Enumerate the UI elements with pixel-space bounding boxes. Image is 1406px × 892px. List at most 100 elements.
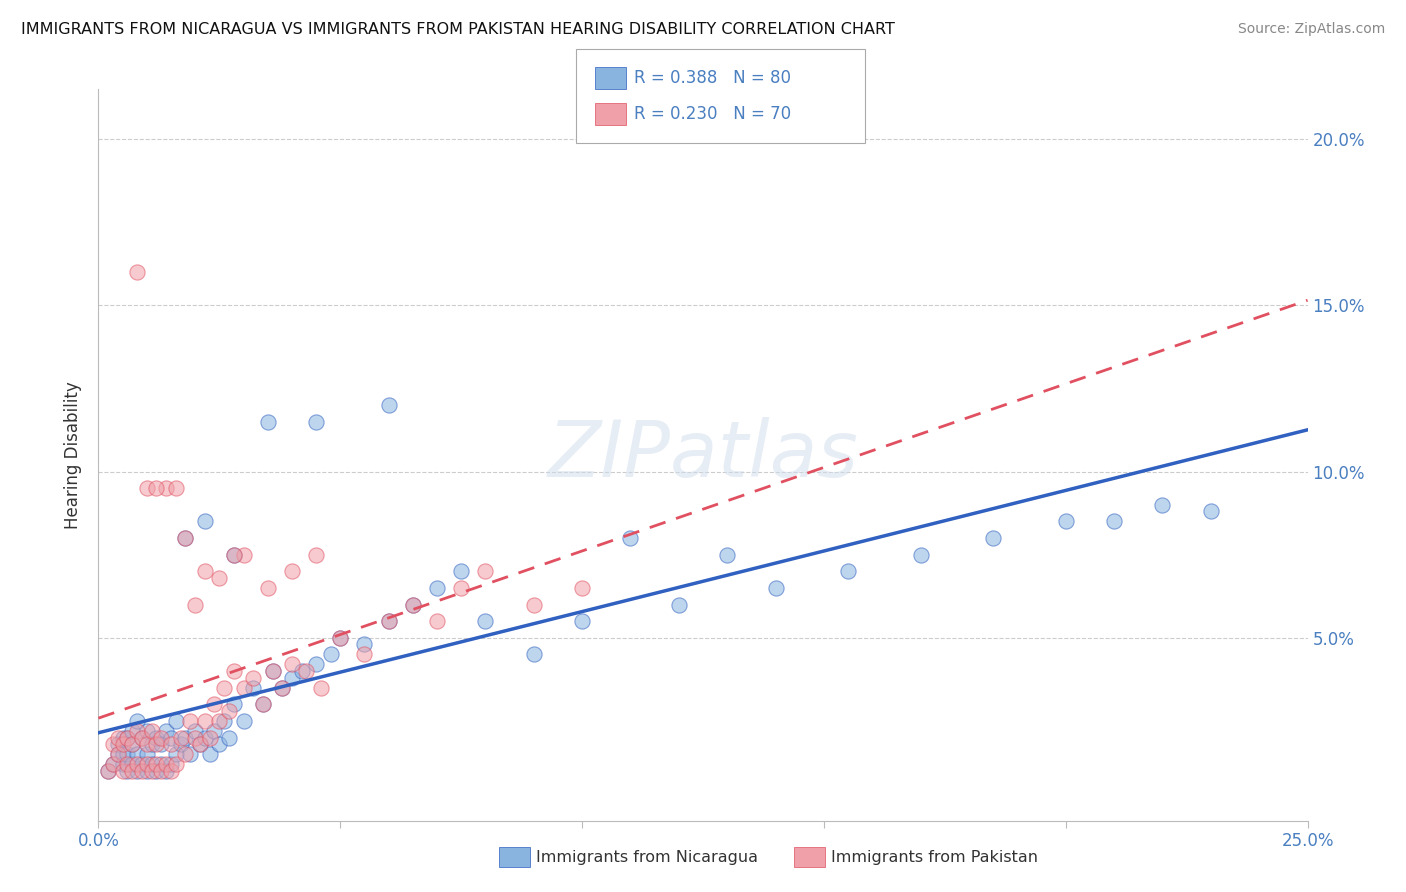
Point <box>204 723 226 738</box>
Point <box>765 581 787 595</box>
Point <box>212 681 235 695</box>
Point <box>165 714 187 728</box>
Point <box>232 548 254 562</box>
Point <box>117 757 139 772</box>
Point <box>222 548 245 562</box>
Point <box>111 737 134 751</box>
Point <box>208 737 231 751</box>
Point <box>232 681 254 695</box>
Point <box>121 737 143 751</box>
Point <box>194 564 217 578</box>
Point <box>305 415 328 429</box>
Point <box>377 398 399 412</box>
Point <box>111 731 134 745</box>
Point <box>305 548 328 562</box>
Point <box>155 723 177 738</box>
Text: R = 0.388   N = 80: R = 0.388 N = 80 <box>634 69 792 87</box>
Point <box>262 664 284 678</box>
Point <box>474 614 496 628</box>
Point <box>242 681 264 695</box>
Point <box>319 648 342 662</box>
Point <box>523 648 546 662</box>
Point <box>111 747 134 761</box>
Point <box>377 614 399 628</box>
Point <box>474 564 496 578</box>
Point <box>135 757 157 772</box>
Point <box>184 731 207 745</box>
Point <box>1054 515 1077 529</box>
Point <box>107 731 129 745</box>
Point <box>160 757 183 772</box>
Point <box>222 698 245 712</box>
Point <box>295 664 318 678</box>
Point <box>262 664 284 678</box>
Point <box>281 657 304 672</box>
Point <box>571 614 593 628</box>
Point <box>160 737 183 751</box>
Text: Source: ZipAtlas.com: Source: ZipAtlas.com <box>1237 22 1385 37</box>
Point <box>194 731 217 745</box>
Point <box>212 714 235 728</box>
Point <box>194 515 217 529</box>
Point <box>174 531 197 545</box>
Text: ZIPatlas: ZIPatlas <box>547 417 859 493</box>
Point <box>145 481 167 495</box>
Point <box>619 531 641 545</box>
Point <box>184 723 207 738</box>
Point <box>131 731 153 745</box>
Text: Immigrants from Pakistan: Immigrants from Pakistan <box>831 850 1038 864</box>
Point <box>127 757 149 772</box>
Point <box>402 598 425 612</box>
Point <box>450 581 472 595</box>
Point <box>837 564 859 578</box>
Point <box>222 548 245 562</box>
Point <box>145 764 167 778</box>
Point <box>121 723 143 738</box>
Point <box>252 698 274 712</box>
Point <box>155 764 177 778</box>
Point <box>329 631 352 645</box>
Point <box>135 764 157 778</box>
Point <box>141 757 163 772</box>
Point <box>252 698 274 712</box>
Point <box>174 747 197 761</box>
Point <box>150 737 173 751</box>
Point <box>194 714 217 728</box>
Point <box>450 564 472 578</box>
Point <box>111 764 134 778</box>
Point <box>256 415 278 429</box>
Point <box>111 757 134 772</box>
Point <box>281 564 304 578</box>
Point <box>377 614 399 628</box>
Point <box>127 747 149 761</box>
Point <box>174 531 197 545</box>
Point <box>127 714 149 728</box>
Point <box>127 764 149 778</box>
Point <box>145 757 167 772</box>
Point <box>117 731 139 745</box>
Point <box>121 737 143 751</box>
Point <box>145 731 167 745</box>
Point <box>121 757 143 772</box>
Point <box>127 265 149 279</box>
Point <box>141 764 163 778</box>
Point <box>150 764 173 778</box>
Text: Immigrants from Nicaragua: Immigrants from Nicaragua <box>536 850 758 864</box>
Point <box>155 757 177 772</box>
Point <box>208 714 231 728</box>
Point <box>256 581 278 595</box>
Text: IMMIGRANTS FROM NICARAGUA VS IMMIGRANTS FROM PAKISTAN HEARING DISABILITY CORRELA: IMMIGRANTS FROM NICARAGUA VS IMMIGRANTS … <box>21 22 896 37</box>
Point <box>198 731 221 745</box>
Point <box>571 581 593 595</box>
Point <box>131 757 153 772</box>
Point <box>135 481 157 495</box>
Point <box>145 737 167 751</box>
Point <box>188 737 211 751</box>
Point <box>305 657 328 672</box>
Point <box>101 737 124 751</box>
Point <box>165 747 187 761</box>
Point <box>204 698 226 712</box>
Point <box>135 723 157 738</box>
Point <box>426 614 449 628</box>
Point <box>160 764 183 778</box>
